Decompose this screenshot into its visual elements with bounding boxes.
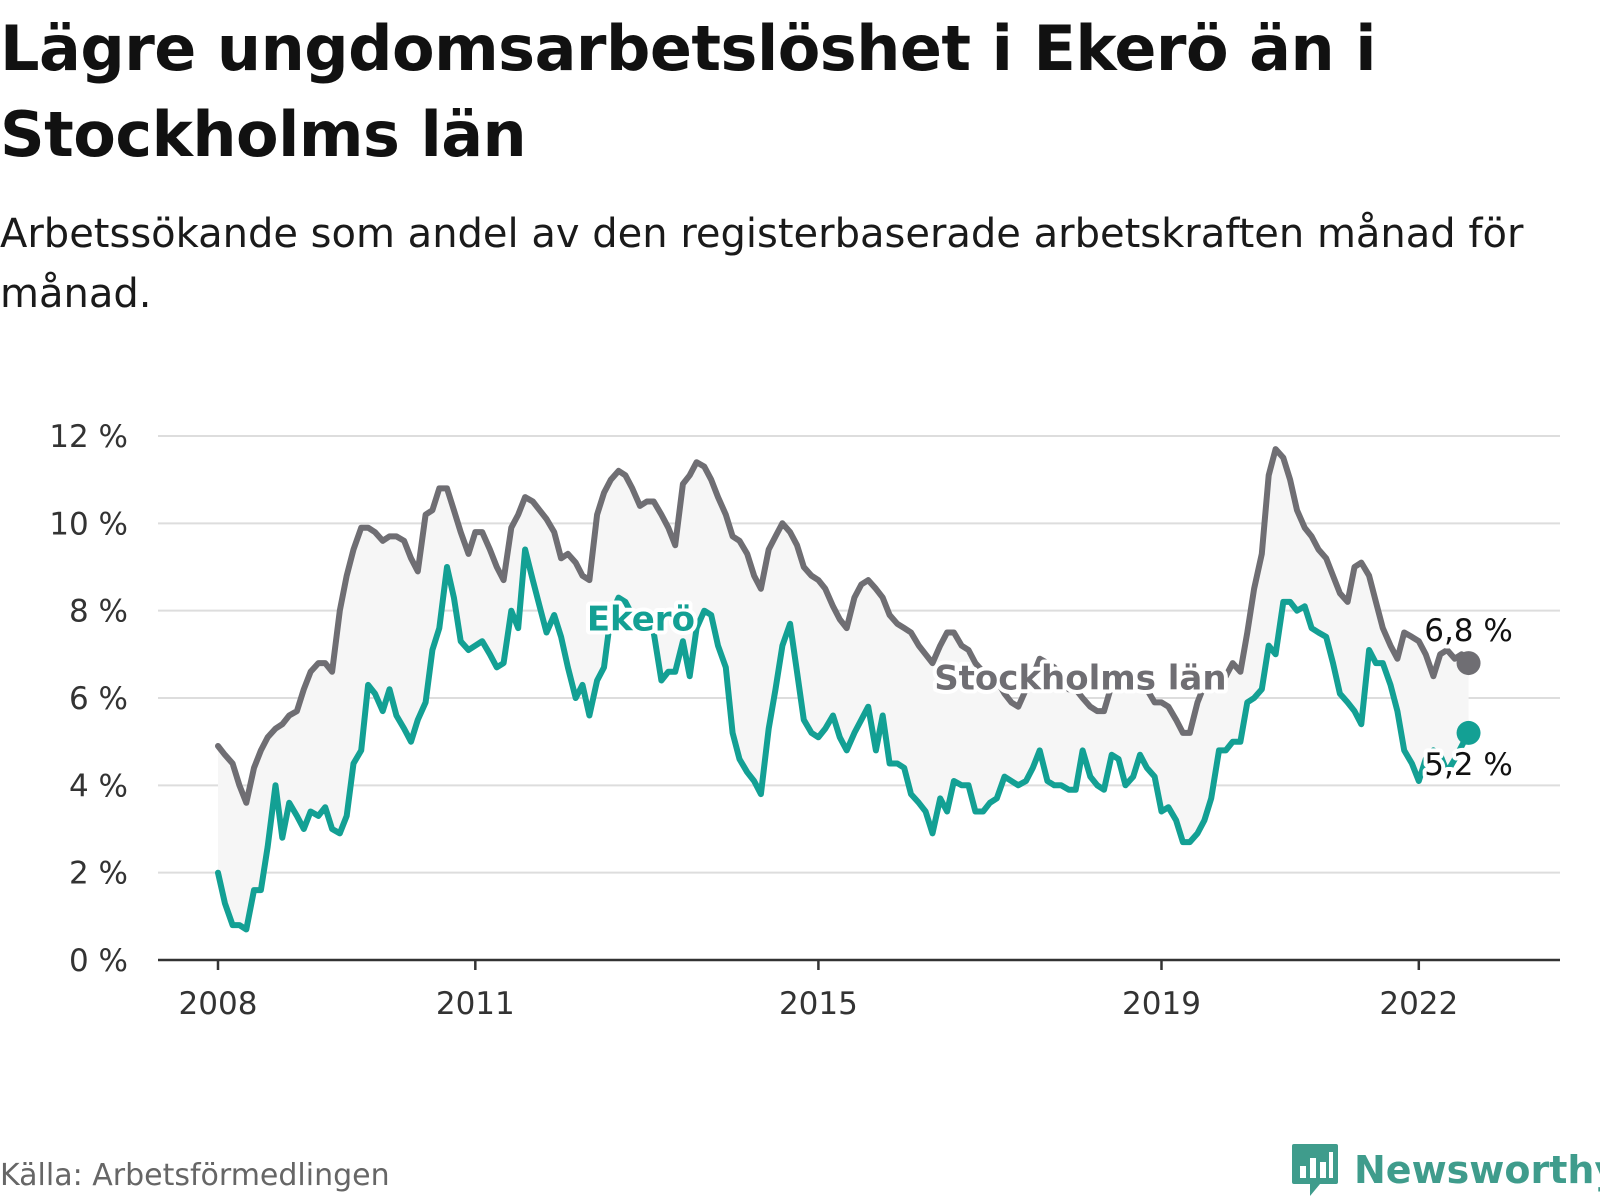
series-label-stockholms-lan: Stockholms län (934, 658, 1226, 698)
y-tick-label-4: 4 % (69, 768, 128, 804)
brand-logo[interactable]: Newsworthy (1290, 1140, 1600, 1200)
x-tick-label-2011: 2011 (436, 986, 515, 1022)
end-marker-ekero (1456, 720, 1481, 745)
x-tick-label-2015: 2015 (779, 986, 858, 1022)
y-tick-label-2: 2 % (69, 856, 128, 892)
range-band (218, 449, 1469, 930)
x-tick-label-2022: 2022 (1379, 986, 1458, 1022)
x-tick-label-2019: 2019 (1122, 986, 1201, 1022)
x-tick-label-2008: 2008 (179, 986, 258, 1022)
brand-name: Newsworthy (1354, 1148, 1600, 1192)
chart-title: Lägre ungdomsarbetslöshet i Ekerö än i S… (0, 12, 1377, 171)
series-line-ekero (215, 546, 1472, 933)
y-ticks: 0 % 2 % 4 % 6 % 8 % 10 % 12 % (49, 419, 128, 979)
y-tick-label-12: 12 % (49, 419, 128, 455)
series-line-stockholms-lan (215, 446, 1472, 806)
chart-subtitle: Arbetssökande som andel av den registerb… (0, 211, 1524, 317)
x-ticks: 2008 2011 2015 2019 2022 (179, 960, 1458, 1022)
series-label-ekero: Ekerö (587, 599, 695, 639)
source-credit: Källa: Arbetsförmedlingen (0, 1158, 390, 1193)
y-tick-label-8: 8 % (69, 594, 128, 630)
grid (158, 435, 1560, 874)
series-lines (215, 446, 1481, 933)
series-labels: 6,8 % 5,2 % Ekerö Stockholms län (583, 595, 1517, 787)
newsworthy-chart-icon (1292, 1144, 1338, 1196)
y-tick-label-6: 6 % (69, 681, 128, 717)
y-tick-label-0: 0 % (69, 943, 128, 979)
end-marker-stockholms-lan (1456, 651, 1481, 676)
end-label-ekero: 5,2 % (1424, 747, 1513, 783)
y-tick-label-10: 10 % (49, 506, 128, 542)
end-label-stockholms-lan: 6,8 % (1424, 613, 1513, 649)
